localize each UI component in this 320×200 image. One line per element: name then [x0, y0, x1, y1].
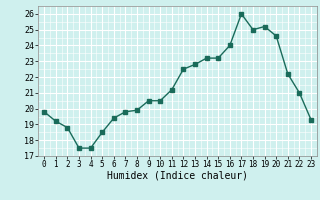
X-axis label: Humidex (Indice chaleur): Humidex (Indice chaleur) — [107, 171, 248, 181]
